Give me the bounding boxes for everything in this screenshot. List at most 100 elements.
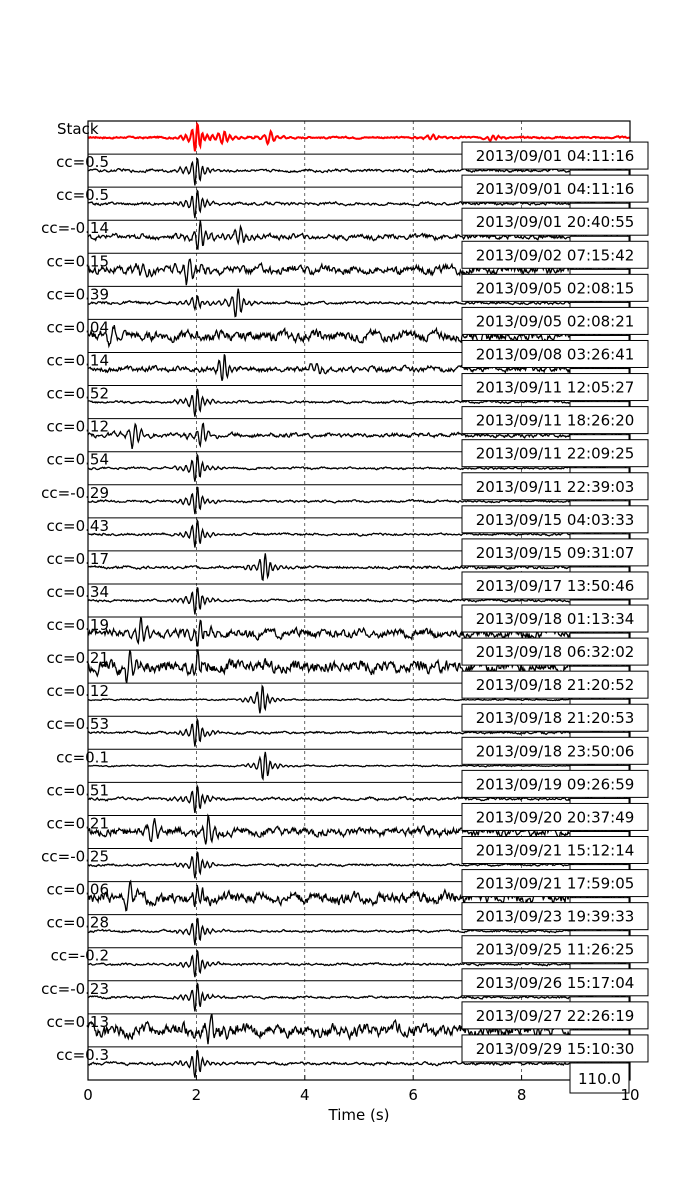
date-label: 2013/09/11 12:05:27 <box>476 379 635 397</box>
date-box-frame <box>461 273 649 302</box>
date-label: 2013/09/20 20:37:49 <box>476 808 635 826</box>
x-tick-label: 0 <box>83 1086 93 1104</box>
cc-label: cc=0.28 <box>47 914 109 932</box>
date-label: 2013/09/11 22:39:03 <box>476 478 635 496</box>
date-label: 2013/09/01 04:11:16 <box>476 180 635 198</box>
date-box: 2013/09/21 15:12:14 <box>461 836 649 865</box>
date-box: 2013/09/18 23:50:06 <box>461 736 649 765</box>
date-box: 2013/09/25 11:26:25 <box>461 935 649 964</box>
trace-line <box>87 586 631 615</box>
date-box: 2013/09/21 17:59:05 <box>461 869 649 898</box>
x-tick-label: 6 <box>408 1086 418 1104</box>
cc-label: cc=0.3 <box>56 1046 109 1064</box>
cc-label: cc=0.21 <box>47 814 109 832</box>
trace-line <box>87 324 631 349</box>
date-box: 2013/09/01 04:11:16 <box>461 174 649 203</box>
trace-line <box>87 783 631 814</box>
cc-label: cc=0.54 <box>47 451 109 469</box>
date-box-frame <box>461 571 649 600</box>
trace-line <box>87 452 631 482</box>
trace-line <box>87 684 631 714</box>
date-box: 2013/09/11 12:05:27 <box>461 373 649 402</box>
date-box-frame <box>461 836 649 865</box>
number-box: 110.0 <box>569 1062 630 1094</box>
stack-trace <box>87 121 631 152</box>
date-box: 2013/09/11 22:39:03 <box>461 472 649 501</box>
trace-line <box>87 388 631 417</box>
date-label: 2013/09/21 17:59:05 <box>476 875 635 893</box>
date-label: 2013/09/17 13:50:46 <box>476 577 635 595</box>
date-label: 2013/09/18 01:13:34 <box>476 610 635 628</box>
cc-label: cc=-0.23 <box>41 980 109 998</box>
date-label: 2013/09/18 21:20:53 <box>476 709 635 727</box>
date-box-frame <box>461 968 649 997</box>
date-label: 2013/09/15 04:03:33 <box>476 511 635 529</box>
trace-line <box>87 189 631 219</box>
date-label: 2013/09/23 19:39:33 <box>476 908 635 926</box>
cc-label: cc=-0.2 <box>51 947 109 965</box>
date-box: 2013/09/18 21:20:53 <box>461 703 649 732</box>
trace-line <box>87 354 631 382</box>
number-box-frame <box>569 1062 630 1094</box>
date-label: 2013/09/02 07:15:42 <box>476 246 635 264</box>
stack-label: Stack <box>57 120 99 138</box>
date-label: 2013/09/18 06:32:02 <box>476 643 635 661</box>
date-label: 2013/09/15 09:31:07 <box>476 544 635 562</box>
cc-label: cc=-0.25 <box>41 848 109 866</box>
cc-label: cc=0.51 <box>47 781 109 799</box>
date-box-frame <box>461 207 649 236</box>
trace-line <box>87 649 631 684</box>
date-box-frame <box>461 935 649 964</box>
cc-label: cc=0.52 <box>47 385 109 403</box>
cc-label: cc=0.17 <box>47 550 109 568</box>
date-box: 2013/09/05 02:08:15 <box>461 273 649 302</box>
date-label: 2013/09/21 15:12:14 <box>476 842 635 860</box>
date-box: 2013/09/29 15:10:30 <box>461 1034 649 1063</box>
cc-label: cc=-0.14 <box>41 219 109 237</box>
date-label: 2013/09/29 15:10:30 <box>476 1040 635 1058</box>
trace-line <box>87 981 631 1012</box>
date-label: 2013/09/11 18:26:20 <box>476 412 635 430</box>
date-box: 2013/09/18 06:32:02 <box>461 637 649 666</box>
date-box-frame <box>461 240 649 269</box>
trace-line <box>87 917 631 946</box>
x-tick-label: 2 <box>192 1086 202 1104</box>
date-box-frame <box>461 339 649 368</box>
cc-label: cc=0.53 <box>47 715 109 733</box>
trace-line <box>87 813 631 845</box>
cc-label: cc=0.1 <box>56 748 109 766</box>
cc-label: cc=0.15 <box>47 252 109 270</box>
date-label: 2013/09/27 22:26:19 <box>476 1007 635 1025</box>
date-box: 2013/09/20 20:37:49 <box>461 802 649 831</box>
trace-line <box>87 1013 631 1045</box>
date-box-frame <box>461 472 649 501</box>
trace-line <box>87 553 631 582</box>
date-box: 2013/09/23 19:39:33 <box>461 902 649 931</box>
x-tick-label: 10 <box>620 1086 639 1104</box>
date-box-frame <box>461 1034 649 1063</box>
cc-label: cc=0.39 <box>47 285 109 303</box>
date-box-frame <box>461 1001 649 1030</box>
date-box: 2013/09/19 09:26:59 <box>461 769 649 798</box>
date-box: 2013/09/17 13:50:46 <box>461 571 649 600</box>
cc-label: cc=0.5 <box>56 153 109 171</box>
date-label: 2013/09/05 02:08:21 <box>476 312 635 330</box>
cc-label: cc=0.21 <box>47 649 109 667</box>
date-box-frame <box>461 439 649 468</box>
trace-line <box>87 157 631 186</box>
date-box-frame <box>461 869 649 898</box>
date-label: 2013/09/01 20:40:55 <box>476 213 635 231</box>
date-box-frame <box>461 141 649 170</box>
date-box-frame <box>461 637 649 666</box>
date-label: 2013/09/18 23:50:06 <box>476 742 635 760</box>
cc-label: cc=0.12 <box>47 418 109 436</box>
cc-label: cc=0.13 <box>47 1013 109 1031</box>
number-label: 110.0 <box>578 1070 621 1088</box>
trace-line <box>87 616 631 647</box>
cc-label: cc=0.5 <box>56 186 109 204</box>
date-box: 2013/09/01 20:40:55 <box>461 207 649 236</box>
cc-label: cc=0.43 <box>47 517 109 535</box>
cc-label: cc=0.04 <box>47 318 109 336</box>
x-tick-label: 4 <box>300 1086 310 1104</box>
trace-line <box>87 288 631 318</box>
